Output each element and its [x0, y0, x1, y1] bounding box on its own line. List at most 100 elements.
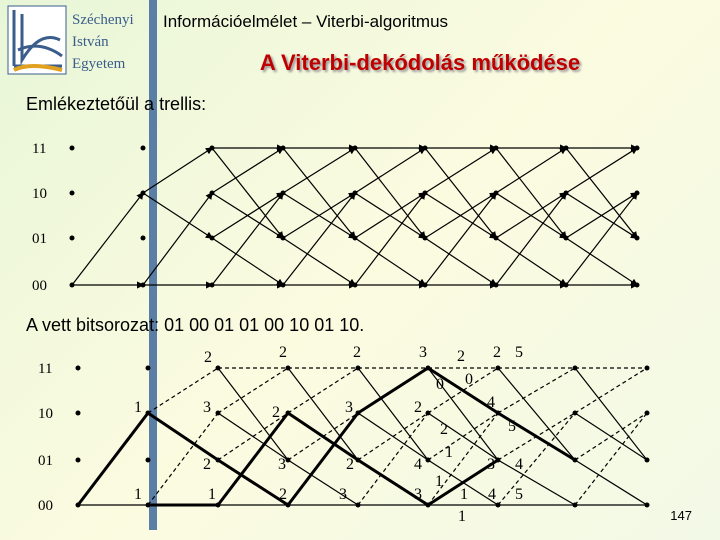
trellis-edge: [574, 412, 648, 506]
trellis-edge: [424, 192, 497, 286]
trellis-node: [69, 190, 75, 196]
path-metric: 2: [279, 486, 287, 503]
trellis-edge: [211, 192, 285, 239]
path-metric: 2: [493, 344, 501, 361]
logo-wave: [13, 64, 63, 72]
path-metric: 0: [436, 376, 444, 393]
trellis-node: [493, 235, 499, 241]
trellis-node: [140, 235, 146, 241]
trellis-node: [352, 145, 358, 151]
course-title: Információelmélet – Viterbi-algoritmus: [163, 12, 448, 31]
trellis-node: [75, 365, 81, 371]
survivor-path: [497, 411, 576, 462]
trellis-edge: [495, 147, 567, 239]
trellis-edge: [565, 192, 639, 239]
path-metric: 3: [414, 486, 422, 503]
trellis-node: [75, 457, 81, 463]
trellis-node: [572, 365, 578, 371]
survivor-path: [427, 366, 499, 415]
trellis-edge: [574, 459, 648, 506]
trellis-node: [493, 282, 499, 288]
trellis-node: [285, 457, 291, 463]
path-metric: 3: [345, 399, 353, 416]
trellis-edge: [282, 147, 356, 239]
trellis-edge: [497, 367, 576, 461]
trellis-edge: [354, 147, 427, 194]
trellis-edge: [565, 237, 639, 286]
survivor-path: [286, 412, 360, 506]
survivor-path: [427, 458, 499, 507]
trellis-edge: [497, 459, 576, 506]
trellis-edge: [142, 192, 214, 239]
trellis-node: [280, 282, 286, 288]
path-metric: 1: [460, 486, 468, 503]
path-metric: 2: [414, 399, 422, 416]
trellis-node: [563, 190, 569, 196]
path-metric: 2: [203, 456, 211, 473]
trellis-1: 11 10 01 00: [32, 141, 640, 294]
trellis-edge: [354, 237, 426, 286]
trellis-edge: [357, 412, 429, 506]
trellis-edge: [565, 147, 639, 194]
trellis-edge: [424, 147, 498, 194]
state-label: 10: [38, 406, 53, 422]
trellis-node: [69, 235, 75, 241]
trellis-node: [495, 365, 501, 371]
path-metric: 3: [203, 399, 211, 416]
path-metric: 2: [440, 421, 448, 438]
trellis-node: [209, 190, 215, 196]
received-text: A vett bitsorozat: 01 00 01 01 00 10 01 …: [26, 315, 364, 335]
path-metric: 3: [278, 456, 286, 473]
trellis-node: [140, 282, 146, 288]
trellis-node: [355, 365, 361, 371]
trellis-node: [422, 145, 428, 151]
trellis-edge: [424, 147, 497, 239]
trellis-node: [644, 410, 650, 416]
trellis-edge: [574, 367, 648, 414]
trellis-edge: [71, 192, 144, 286]
trellis-edge: [497, 367, 576, 414]
trellis-edge: [217, 412, 289, 461]
survivor-path: [217, 458, 289, 507]
trellis-edge: [147, 412, 219, 506]
slide-title: A Viterbi-dekódolás működése: [260, 50, 580, 75]
trellis-node: [422, 190, 428, 196]
trellis-edge: [282, 147, 357, 194]
path-metric: 0: [465, 371, 473, 388]
path-metric: 2: [353, 344, 361, 361]
trellis-edge: [282, 237, 357, 286]
path-metric: 5: [515, 486, 523, 503]
path-metric: 3: [419, 344, 427, 361]
trellis-edge: [497, 412, 576, 506]
path-metric: 4: [488, 486, 496, 503]
path-metric: 4: [487, 394, 495, 411]
page-number: 147: [670, 508, 692, 523]
trellis-edge: [354, 147, 426, 239]
trellis-node: [209, 145, 215, 151]
logo-text: Egyetem: [72, 56, 126, 72]
path-metric: 3: [339, 486, 347, 503]
trellis-edge: [495, 237, 567, 286]
trellis-node: [422, 282, 428, 288]
side-bar: [149, 0, 157, 530]
trellis-edge: [287, 459, 359, 506]
state-label: 11: [38, 361, 52, 377]
survivor-path: [357, 366, 429, 415]
trellis-node: [634, 190, 640, 196]
trellis-node: [280, 190, 286, 196]
trellis-node: [209, 235, 215, 241]
logo-text: Széchenyi: [72, 12, 134, 28]
intro-text: Emlékeztetőül a trellis:: [26, 94, 206, 114]
trellis-node: [140, 145, 146, 151]
trellis-node: [634, 145, 640, 151]
path-metric: 1: [208, 486, 216, 503]
trellis-node: [644, 457, 650, 463]
path-metric: 2: [457, 348, 465, 365]
trellis-edge: [574, 412, 648, 461]
trellis-node: [69, 282, 75, 288]
trellis-edge: [142, 192, 213, 286]
path-metric: 3: [487, 456, 495, 473]
trellis-edge: [565, 192, 638, 286]
trellis-edge: [357, 412, 429, 461]
path-metric: 4: [515, 456, 523, 473]
